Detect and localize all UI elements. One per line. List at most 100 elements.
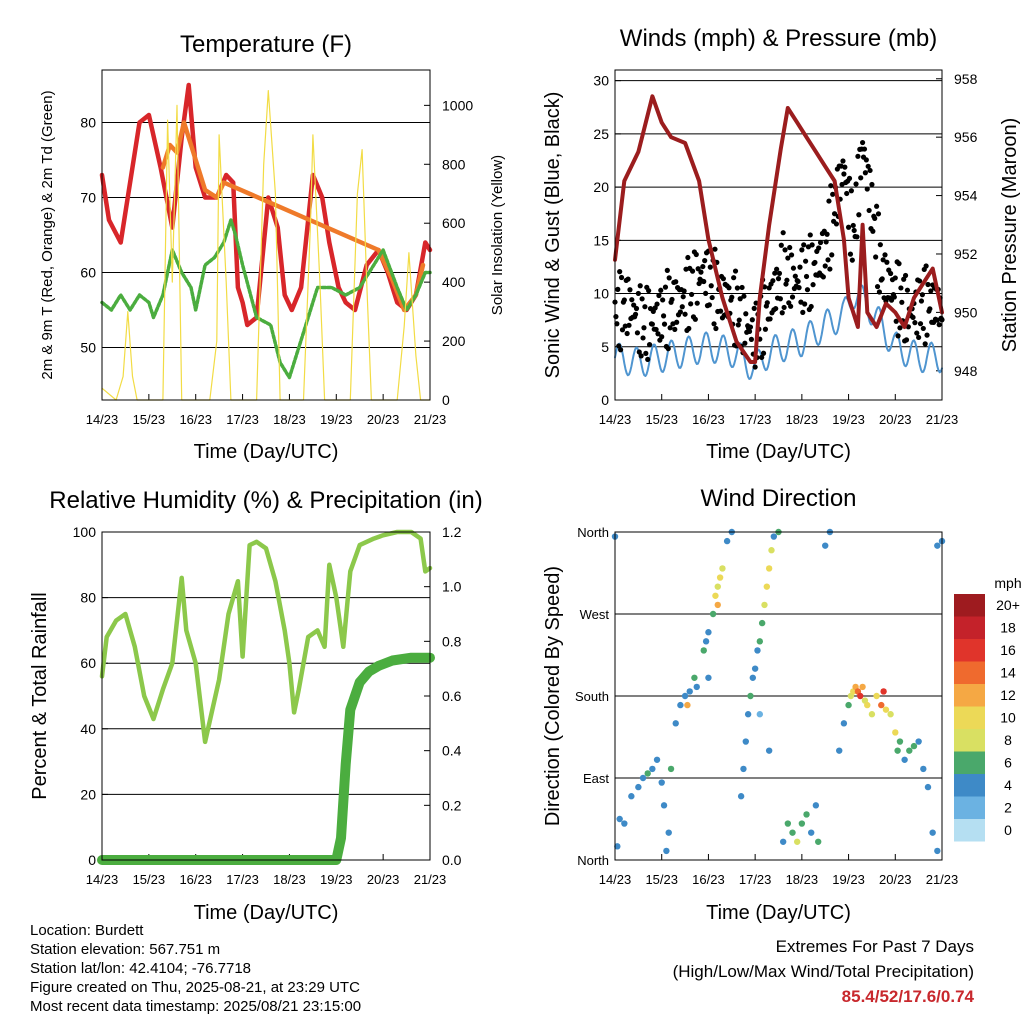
gust-point bbox=[662, 284, 669, 290]
gust-point bbox=[673, 279, 679, 285]
gust-point bbox=[653, 326, 659, 333]
right-tick-label: 0 bbox=[442, 392, 450, 408]
y-tick-label: 0 bbox=[601, 392, 609, 408]
colorbar-swatch bbox=[954, 661, 985, 684]
gust-point bbox=[782, 247, 788, 253]
extremes-title: Extremes For Past 7 Days bbox=[775, 937, 974, 956]
gust-point bbox=[827, 266, 833, 272]
direction-point bbox=[714, 601, 721, 609]
gust-point bbox=[640, 335, 646, 341]
gust-point bbox=[615, 286, 621, 292]
direction-point bbox=[737, 793, 745, 800]
gust-point bbox=[779, 310, 785, 316]
direction-point bbox=[894, 747, 901, 754]
x-tick-label: 19/23 bbox=[832, 872, 865, 887]
gust-point bbox=[646, 342, 653, 348]
direction-point bbox=[639, 774, 647, 782]
x-tick-label: 18/23 bbox=[786, 872, 819, 887]
colorbar-label: 0 bbox=[1004, 822, 1012, 838]
direction-point bbox=[880, 688, 887, 695]
gust-point bbox=[858, 175, 864, 181]
gust-point bbox=[790, 265, 797, 271]
gust-point bbox=[899, 299, 905, 305]
gust-point bbox=[621, 297, 627, 303]
gust-point bbox=[927, 306, 933, 312]
temperature-panel: Temperature (F) Time (Day/UTC) 2m & 9m T (… bbox=[39, 31, 506, 463]
x-tick-label: 20/23 bbox=[367, 872, 400, 887]
x-tick-label: 14/23 bbox=[599, 872, 632, 887]
gust-point bbox=[776, 270, 783, 276]
direction-point bbox=[901, 756, 908, 763]
direction-point bbox=[892, 729, 899, 736]
direction-point bbox=[758, 619, 766, 627]
gust-point bbox=[633, 305, 640, 312]
gust-point bbox=[812, 259, 818, 266]
y-tick-label: 30 bbox=[593, 73, 609, 89]
gust-point bbox=[773, 305, 779, 312]
gust-point bbox=[923, 263, 929, 269]
gust-point bbox=[742, 340, 748, 346]
x-tick-label: 18/23 bbox=[273, 872, 306, 887]
gust-point bbox=[729, 294, 735, 300]
direction-point bbox=[779, 838, 787, 845]
gust-point bbox=[850, 222, 856, 229]
gust-point bbox=[672, 326, 678, 332]
direction-point bbox=[686, 688, 693, 695]
gust-point bbox=[764, 300, 770, 306]
gust-point bbox=[685, 254, 691, 261]
right-tick-label: 200 bbox=[442, 333, 466, 349]
gust-point bbox=[679, 304, 685, 310]
y-tick-label: 20 bbox=[80, 786, 96, 802]
gust-point bbox=[864, 186, 870, 192]
gust-point bbox=[861, 146, 868, 152]
speed-colorbar: mph 20+ 18 16 14 12 10 8 6 4 2 0 bbox=[954, 575, 1022, 842]
direction-point bbox=[756, 711, 764, 718]
gust-point bbox=[787, 244, 793, 251]
gust-point bbox=[924, 332, 930, 338]
colorbar-label: 16 bbox=[1000, 642, 1016, 658]
winds-pressure-panel: Winds (mph) & Pressure (mb) Time (Day/UTC… bbox=[542, 25, 1021, 463]
gust-point bbox=[617, 269, 623, 275]
gust-point bbox=[898, 285, 904, 291]
direction-point bbox=[857, 692, 864, 700]
x-tick-label: 21/23 bbox=[414, 412, 447, 427]
right-tick-label: 0.2 bbox=[442, 797, 462, 813]
colorbar-label: 18 bbox=[1000, 620, 1016, 636]
gust-point bbox=[766, 285, 772, 291]
gust-point bbox=[743, 311, 749, 317]
gust-point bbox=[877, 242, 883, 248]
direction-point bbox=[878, 701, 885, 709]
gust-point bbox=[649, 321, 655, 327]
x-tick-label: 17/23 bbox=[226, 872, 259, 887]
y-axis-label: Percent & Total Rainfall bbox=[29, 592, 51, 800]
gust-point bbox=[902, 272, 909, 279]
y-tick-label: 25 bbox=[593, 126, 609, 142]
gust-point bbox=[645, 356, 651, 363]
right-tick-label: 600 bbox=[442, 215, 466, 231]
gust-point bbox=[892, 275, 898, 281]
location-text: Location: Burdett bbox=[30, 922, 144, 939]
y-tick-label: 50 bbox=[80, 340, 96, 356]
gust-point bbox=[880, 257, 886, 263]
gust-point bbox=[775, 276, 782, 282]
direction-point bbox=[906, 747, 913, 754]
gust-point bbox=[618, 347, 624, 353]
right-axis-label: Station Pressure (Maroon) bbox=[999, 118, 1021, 353]
direction-point bbox=[765, 565, 773, 572]
colorbar-label: 4 bbox=[1004, 777, 1012, 793]
y-tick-label: West bbox=[580, 607, 610, 622]
y-tick-label: 100 bbox=[73, 524, 97, 540]
right-tick-label: 958 bbox=[954, 71, 978, 87]
gust-point bbox=[849, 257, 855, 263]
chart-title: Wind Direction bbox=[700, 485, 856, 512]
gust-point bbox=[800, 309, 806, 315]
direction-point bbox=[653, 756, 661, 763]
gust-point bbox=[700, 263, 706, 270]
gust-point bbox=[760, 350, 767, 356]
colorbar-label: 2 bbox=[1004, 800, 1012, 816]
gust-point bbox=[872, 215, 878, 221]
gust-point bbox=[879, 276, 885, 282]
gust-point bbox=[682, 311, 688, 317]
gust-point bbox=[693, 251, 699, 258]
